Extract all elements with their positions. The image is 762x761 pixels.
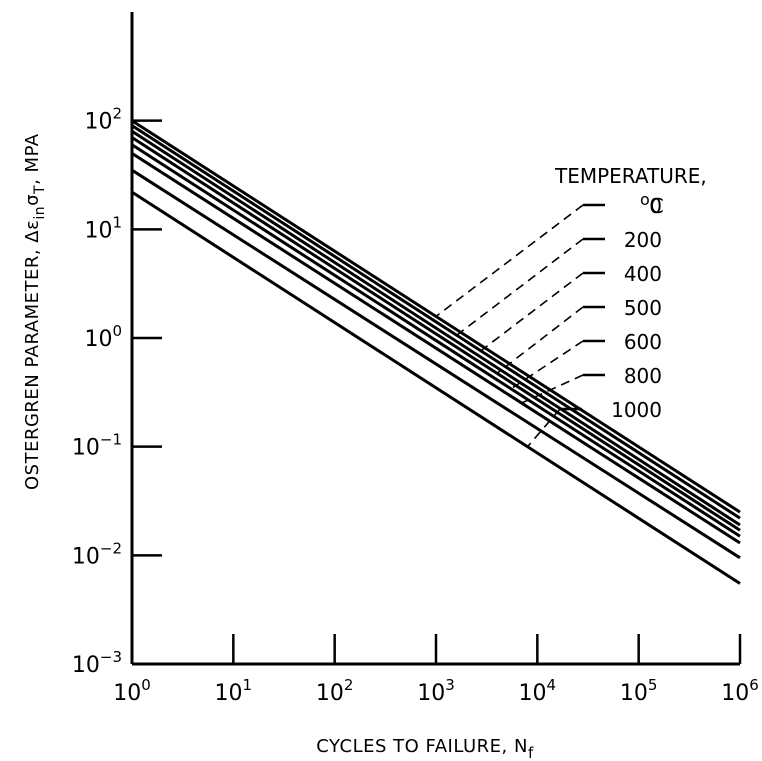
legend-leader — [510, 340, 584, 390]
legend-leader — [496, 306, 584, 374]
legend-title-unit-prefix: o — [640, 190, 650, 209]
legend-leader — [456, 238, 584, 336]
series-line-400 — [131, 129, 741, 527]
series-lines — [131, 119, 741, 585]
x-axis-title-subscript: f — [528, 744, 534, 761]
x-tick-label: 103 — [417, 676, 455, 706]
series-line-0 — [131, 119, 741, 514]
legend-label: 600 — [624, 330, 662, 354]
y-axis-title-sub2: T — [32, 185, 48, 195]
y-axis-title: OSTERGREN PARAMETER, ΔεinσT, MPA — [22, 133, 48, 490]
series-line-1000 — [131, 190, 741, 585]
y-axis-title-sigma: σ — [22, 194, 43, 206]
y-tick-label: 10−1 — [72, 431, 122, 461]
x-axis-ticks: 100 101 102 103 104 105 106 — [113, 634, 759, 706]
legend-title: TEMPERATURE, — [554, 164, 707, 188]
legend-label: 200 — [624, 228, 662, 252]
y-axis-title-unit: , MPA — [22, 133, 43, 185]
series-line-unlabeled — [131, 168, 741, 560]
x-tick-label: 102 — [316, 676, 354, 706]
y-tick-label: 100 — [84, 322, 122, 352]
y-tick-label: 10−2 — [72, 539, 122, 569]
series-line-500 — [131, 136, 741, 532]
legend-leader — [526, 408, 561, 448]
series-line-200 — [131, 124, 741, 520]
legend-label: 400 — [624, 262, 662, 286]
x-tick-label: 101 — [215, 676, 253, 706]
x-tick-label: 105 — [620, 676, 658, 706]
x-axis-title: CYCLES TO FAILURE, Nf — [316, 736, 534, 761]
legend-label: 1000 — [611, 398, 662, 422]
x-tick-label: 104 — [519, 676, 557, 706]
series-line-600 — [131, 143, 741, 538]
legend-title-unit: oC — [640, 190, 664, 218]
y-tick-label: 10−3 — [72, 648, 122, 678]
legend-leaders — [435, 203, 605, 448]
y-axis-ticks: 10−3 10−2 10−1 100 101 102 — [72, 105, 162, 678]
legend-title-unit-letter: C — [650, 194, 664, 218]
y-tick-label: 102 — [84, 105, 122, 135]
legend: TEMPERATURE, oC 0 200 400 500 600 800 1000 — [554, 164, 707, 422]
series-line-800 — [131, 152, 741, 545]
legend-leader — [475, 272, 584, 355]
legend-leader — [435, 204, 584, 318]
x-tick-label: 100 — [113, 676, 151, 706]
legend-label: 0 — [649, 194, 662, 218]
legend-leader — [521, 374, 584, 404]
y-tick-label: 101 — [84, 213, 122, 243]
x-tick-label: 106 — [721, 676, 759, 706]
y-axis-title-sub1: in — [32, 206, 48, 220]
legend-label: 500 — [624, 296, 662, 320]
legend-label: 800 — [624, 364, 662, 388]
